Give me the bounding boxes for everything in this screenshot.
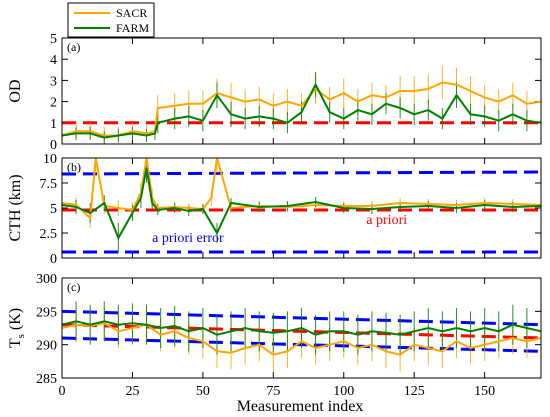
panel-a-ytick-label: 2 xyxy=(50,96,57,111)
annotation-a-priori: a priori xyxy=(366,213,407,228)
panel-a-ytick-label: 5 xyxy=(50,32,57,47)
panel-c: 285 290 295 300 (c) Ts (K) 0 25 50 75 100 125 150 xyxy=(7,272,542,399)
legend-label-farm: FARM xyxy=(116,21,149,35)
panel-a-ylabel: OD xyxy=(7,79,24,102)
panel-b-frame-top xyxy=(61,157,542,259)
legend: SACR FARM xyxy=(67,2,155,38)
panel-c-ylabel-sub: s xyxy=(15,334,27,338)
x-tick-label: 125 xyxy=(404,384,425,399)
panel-b-ylabel: CTH (km) xyxy=(7,174,24,241)
panel-c-sacr-line xyxy=(61,322,542,356)
panel-a-series xyxy=(61,65,542,144)
panel-c-farm-line xyxy=(61,320,542,336)
panel-c-ticks: 285 290 295 300 xyxy=(36,272,541,387)
panel-c-ytick-label: 295 xyxy=(36,305,57,320)
panel-b-reference-lines xyxy=(61,170,542,254)
panel-c-ylabel: Ts (K) xyxy=(7,308,27,348)
panel-b-ytick-label: 2.5 xyxy=(40,227,58,242)
panel-c-ylabel-unit: (K) xyxy=(7,308,24,334)
x-tick-label: 150 xyxy=(474,384,495,399)
panel-b-reference-line-1 xyxy=(61,170,542,176)
panel-b-farm-line xyxy=(61,167,542,241)
panel-a-ytick-label: 1 xyxy=(50,117,57,132)
panel-c-series xyxy=(61,301,542,372)
panel-a-frame-top xyxy=(61,37,542,145)
x-tick-label: 25 xyxy=(125,384,139,399)
annotation-a-priori-error: a priori error xyxy=(152,231,224,246)
panel-c-ytick-label: 285 xyxy=(36,372,57,387)
x-axis-ticks: 0 25 50 75 100 125 150 xyxy=(59,384,496,399)
panel-a-tag: (a) xyxy=(67,40,80,54)
panel-c-ytick-label: 290 xyxy=(36,339,57,354)
x-tick-label: 75 xyxy=(266,384,280,399)
legend-label-sacr: SACR xyxy=(116,6,147,20)
panel-b-ytick-label: 10 xyxy=(43,152,57,167)
panel-c-frame-top xyxy=(61,277,542,379)
panel-c-tag: (c) xyxy=(67,280,80,294)
panel-b: 0 2.5 5 7.5 10 (b) CTH (km) a priori a prior… xyxy=(7,152,542,267)
panel-b-ytick-label: 5 xyxy=(50,202,57,217)
panel-c-ylabel-main: T xyxy=(7,338,24,348)
panel-b-ytick-label: 7.5 xyxy=(40,177,58,192)
panel-b-ticks: 0 2.5 5 7.5 10 xyxy=(40,152,541,267)
panel-a-ytick-label: 0 xyxy=(50,138,57,153)
x-tick-label: 50 xyxy=(196,384,210,399)
x-tick-label: 0 xyxy=(59,384,66,399)
panel-a-farm-line xyxy=(61,82,542,139)
panel-a-frame xyxy=(61,37,542,145)
panel-b-ytick-label: 0 xyxy=(50,252,57,267)
panel-b-sacr-line xyxy=(61,157,542,221)
panel-a-ytick-label: 3 xyxy=(50,74,57,89)
x-axis-title: Measurement index xyxy=(237,398,364,415)
panel-a-sacr-line xyxy=(61,81,542,137)
panel-c-ytick-label: 300 xyxy=(36,272,57,287)
panel-b-tag: (b) xyxy=(67,160,81,174)
panel-a: 0 1 2 3 4 5 (a) OD xyxy=(7,32,542,153)
panel-a-ytick-label: 4 xyxy=(50,53,57,68)
legend-box xyxy=(67,2,155,38)
x-tick-label: 100 xyxy=(333,384,354,399)
